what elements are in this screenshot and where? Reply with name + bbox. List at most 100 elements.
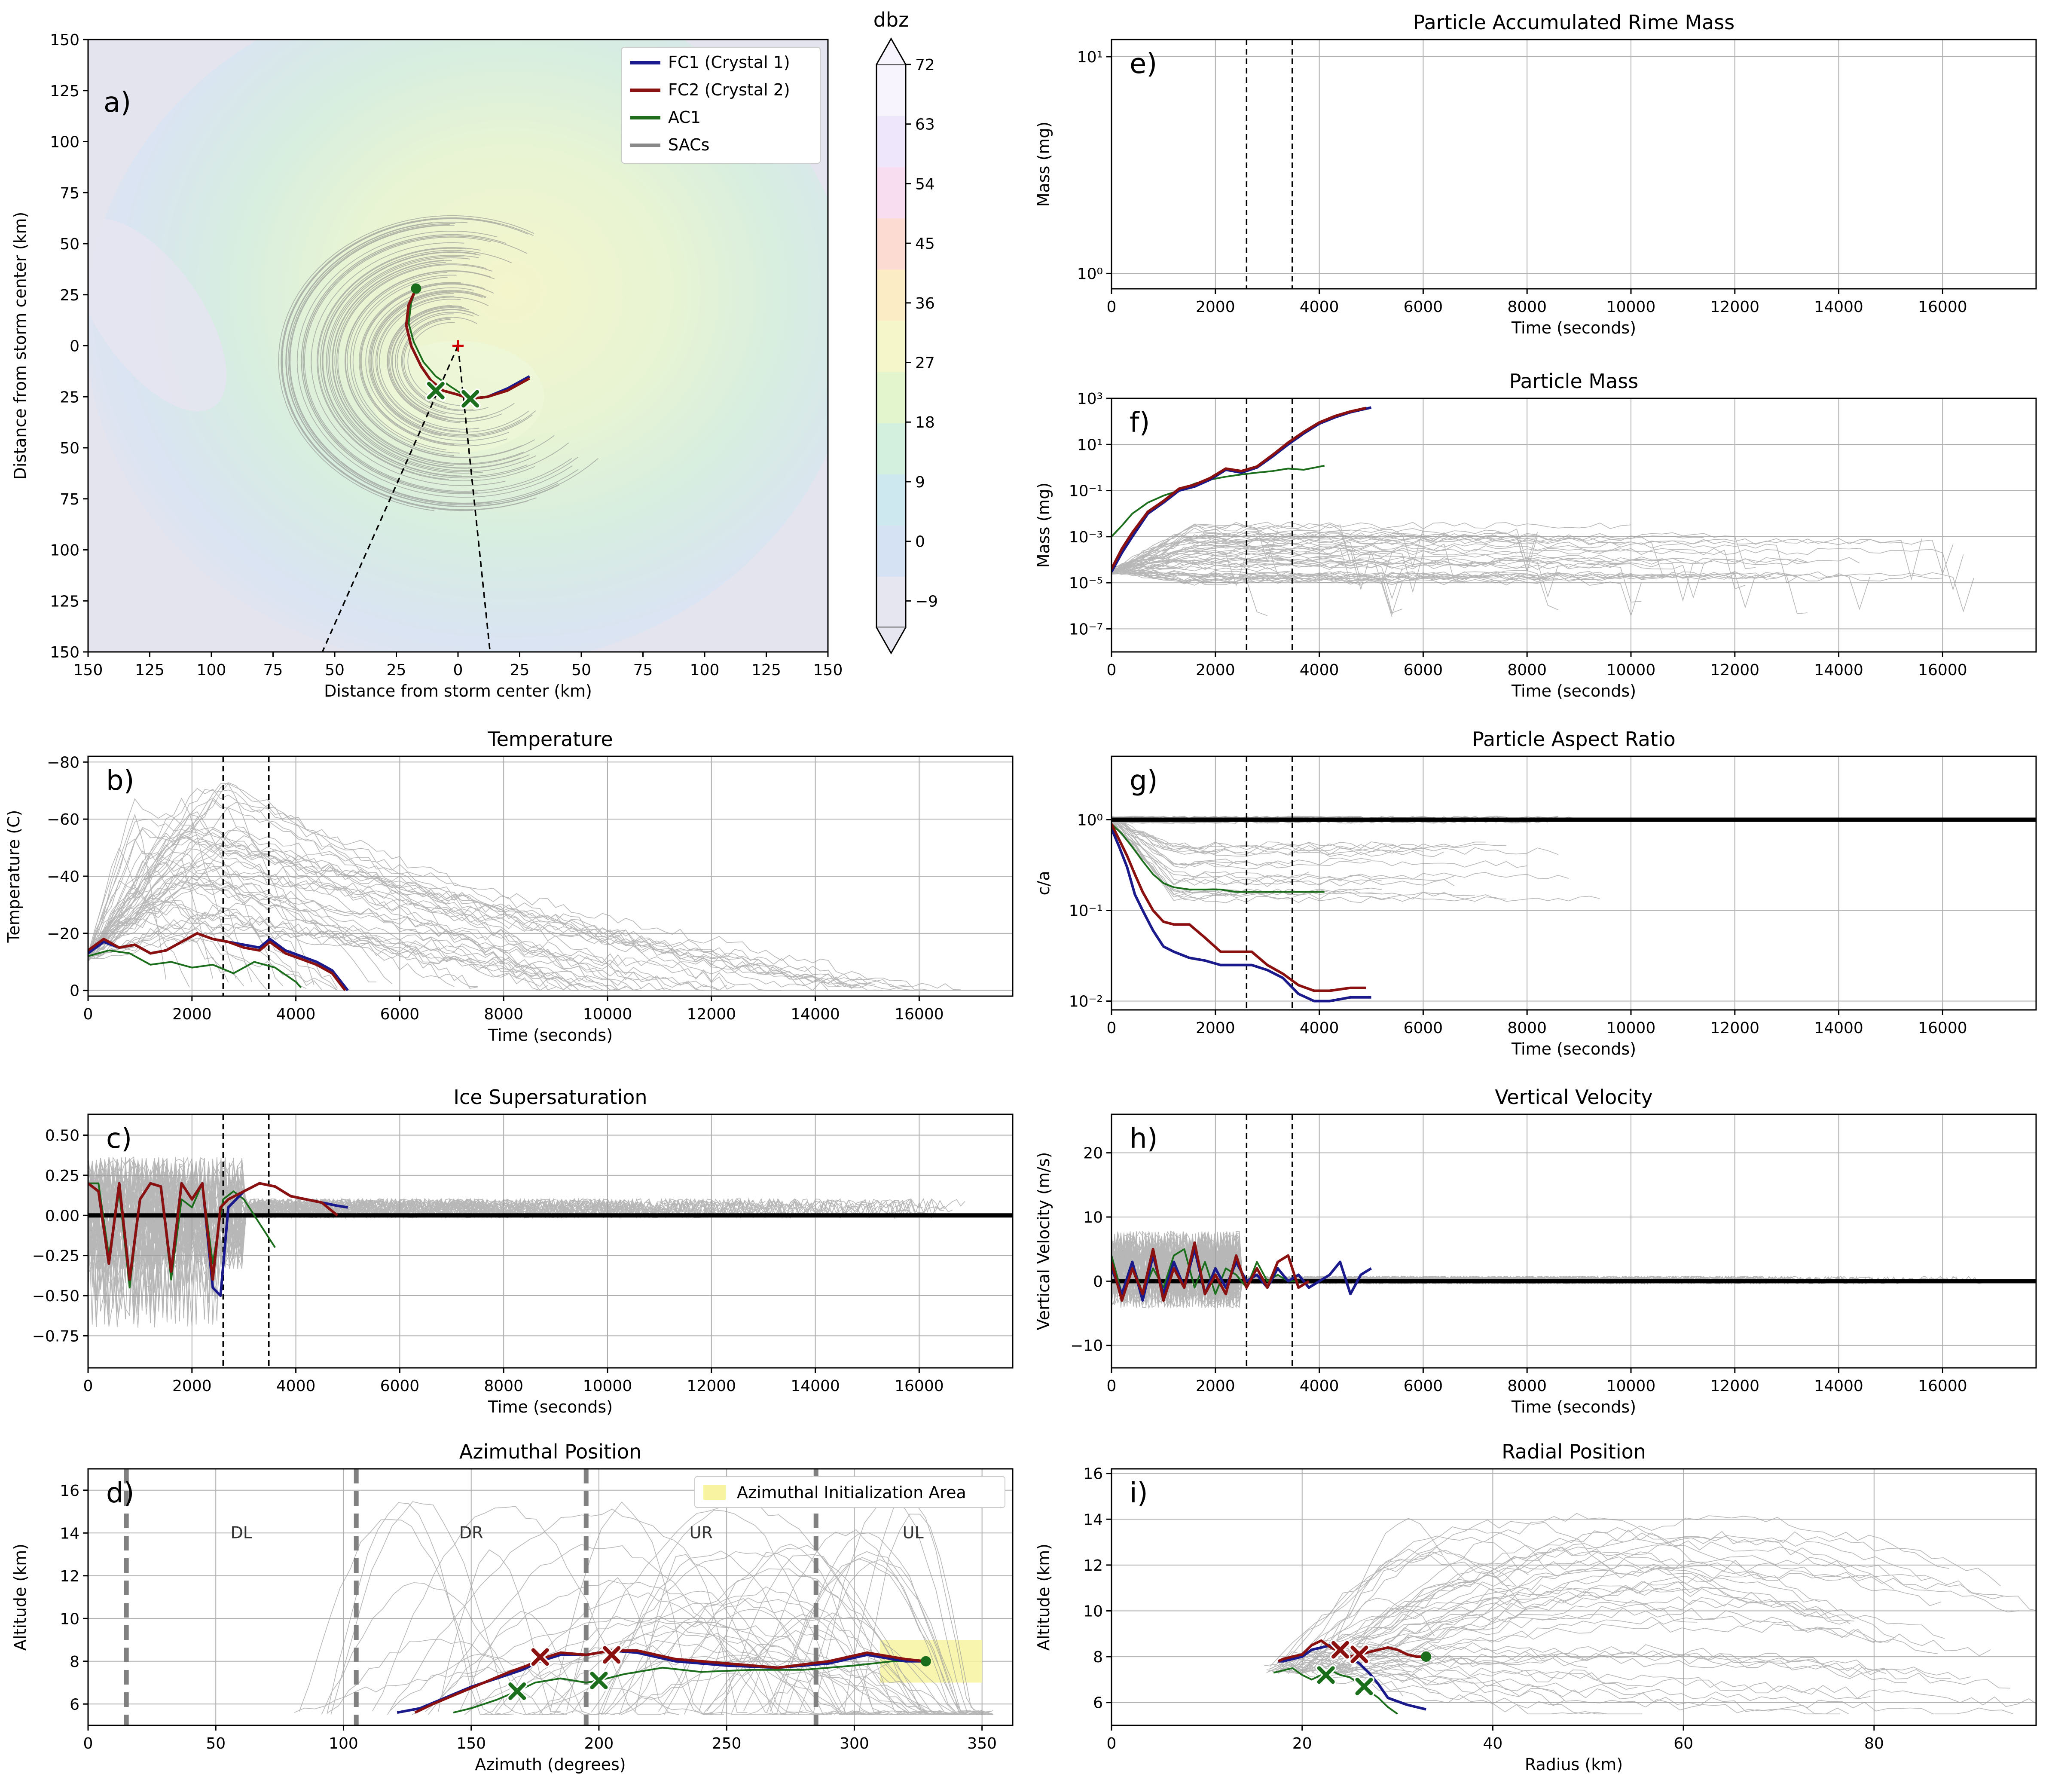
panel-a-sac-trace-34 [322,251,528,477]
panel-i-xtick-label-2: 40 [1483,1735,1503,1752]
panel-h-xlabel: Time (seconds) [1511,1398,1636,1416]
panel-i-sac-trace-21 [1288,1664,1849,1715]
panel-c-xtick-label-3: 6000 [380,1377,420,1395]
panel-b-xtick-label-3: 6000 [380,1006,420,1023]
panel-h-xtick-label-6: 12000 [1710,1377,1760,1395]
panel-i-ytick-label-4: 14 [1083,1511,1103,1529]
panel-a-ytick-label-6: 0 [70,338,79,355]
panel-a-xtick-label-0: 150 [73,661,103,679]
panel-b-sac-trace-33 [88,788,626,990]
panel-f-sac-trace-42 [1112,547,1964,591]
panel-a-colorbar-tick-label-7: 54 [915,175,935,193]
panel-a-ytick-label-1: 125 [50,83,79,100]
panel-a-sac-trace-4 [369,291,533,438]
panel-c-panel-label: c) [106,1123,132,1155]
panel-i-sac-trace-47 [1320,1572,2036,1666]
panel-f-xtick-label-1: 2000 [1196,661,1235,679]
panel-d-region-label-2: UR [690,1523,713,1542]
panel-a-xtick-label-7: 25 [510,661,530,679]
panel-c-xtick-label-7: 14000 [791,1377,840,1395]
panel-g-ytick-label-1: 10⁻¹ [1069,902,1103,920]
panel-g-series-ac1 [1112,823,1325,893]
panel-g-ytick-label-2: 10⁰ [1077,812,1103,829]
panel-i-sac-trace-41 [1319,1529,1766,1667]
panel-b-sac-trace-15 [88,872,478,987]
panel-f-sac-trace-46 [1112,525,1278,574]
panel-a-legend-label-2: AC1 [668,108,701,127]
panel-e-xtick-label-0: 0 [1107,298,1117,316]
panel-f-sac-trace-37 [1112,567,1267,616]
panel-f-sac-trace-49 [1112,543,1465,583]
panel-b-sac-trace-38 [88,850,867,988]
panel-g-sac-trace-2 [1112,822,1309,879]
panel-a-sac-trace-19 [332,260,521,468]
panel-c-ytick-label-0: −0.75 [32,1327,79,1345]
panel-a-colorbar-label: dbz [873,8,909,31]
panel-h-panel-label: h) [1130,1123,1158,1155]
panel-g-sac-trace-8 [1112,820,1371,865]
panel-i-sac-trace-50 [1335,1596,1896,1667]
panel-d-legend-swatch [703,1485,726,1500]
panel-c-xtick-label-0: 0 [83,1377,93,1395]
panel-i-sac-trace-44 [1333,1547,1700,1672]
panel-a-sac-trace-15 [365,287,509,441]
panel-a-ytick-label-9: 75 [60,491,79,508]
panel-g-xtick-label-6: 12000 [1710,1019,1760,1037]
panel-a-legend-label-3: SACs [668,135,709,154]
panel-a-sac-trace-53 [281,217,528,511]
panel-h-ytick-label-0: −10 [1070,1337,1103,1355]
panel-i-series-ac1 [1273,1667,1398,1715]
panel-i-title: Radial Position [1502,1440,1646,1463]
panel-e-xtick-label-7: 14000 [1814,298,1863,316]
panel-a-xtick-label-11: 125 [751,661,781,679]
panel-f-sac-trace-39 [1112,567,1289,574]
panel-d-legend-box [694,1476,1005,1508]
panel-b-sac-trace-10 [88,832,556,991]
panel-h-xtick-label-3: 6000 [1404,1377,1443,1395]
panel-f-sac-trace-41 [1112,569,1548,583]
panel-d-sac-trace-51 [766,1558,992,1715]
panel-d-ytick-label-1: 8 [70,1653,79,1671]
panel-c-sac-trace-52 [88,1162,953,1325]
panel-b-xtick-label-8: 16000 [895,1006,944,1023]
panel-d-sac-trace-41 [461,1630,993,1715]
panel-d-panel-label: d) [106,1477,134,1509]
panel-i-sac-trace-7 [1304,1519,1614,1668]
panel-d-xtick-label-4: 200 [584,1735,614,1752]
panel-b-sac-trace-25 [88,783,315,985]
panel-a-colorbar-band-5 [876,320,906,372]
panel-b-xtick-label-4: 8000 [484,1006,523,1023]
panel-a-sac-trace-49 [317,247,535,481]
panel-e-xtick-label-5: 10000 [1606,298,1656,316]
panel-d-marker-0 [531,1648,549,1666]
panel-a-colorbar-tick-label-2: 9 [915,474,925,491]
panel-a-ytick-label-12: 150 [50,644,79,661]
panel-i-sac-trace-2 [1288,1535,1529,1674]
panel-h-xtick-label-8: 16000 [1918,1377,1967,1395]
panel-a-panel-label: a) [104,87,131,119]
panel-g-series-fc1 [1112,828,1371,1003]
panel-a-sac-trace-31 [359,282,507,446]
panel-d-sac-trace-44 [730,1614,905,1715]
panel-a-sac-trace-10 [286,221,599,507]
panel-a-sac-trace-37 [318,248,466,480]
panel-b-sac-trace-54 [88,811,283,986]
panel-b-xlabel: Time (seconds) [488,1026,613,1045]
panel-a-sac-trace-36 [301,234,579,494]
panel-a-sac-trace-17 [327,256,537,472]
panel-f-sac-trace-53 [1112,571,1558,581]
panel-a-colorbar-band-9 [876,116,906,168]
panel-f-axes-frame [1111,398,2037,653]
panel-b-sac-trace-41 [88,904,307,989]
panel-d-series-ac1 [453,1660,926,1714]
panel-a-sac-trace-47 [336,263,555,465]
panel-d-xtick-label-7: 350 [967,1735,997,1752]
panel-a-sac-trace-21 [346,272,454,456]
panel-f-ylabel: Mass (mg) [1034,483,1053,568]
panel-b-sac-trace-46 [88,782,540,991]
panel-d-ytick-label-5: 16 [60,1482,79,1500]
panel-b-sac-trace-42 [88,802,665,991]
panel-a-sac-trace-24 [332,260,530,469]
panel-g-xtick-label-3: 6000 [1404,1019,1443,1037]
panel-e-title: Particle Accumulated Rime Mass [1413,11,1734,34]
